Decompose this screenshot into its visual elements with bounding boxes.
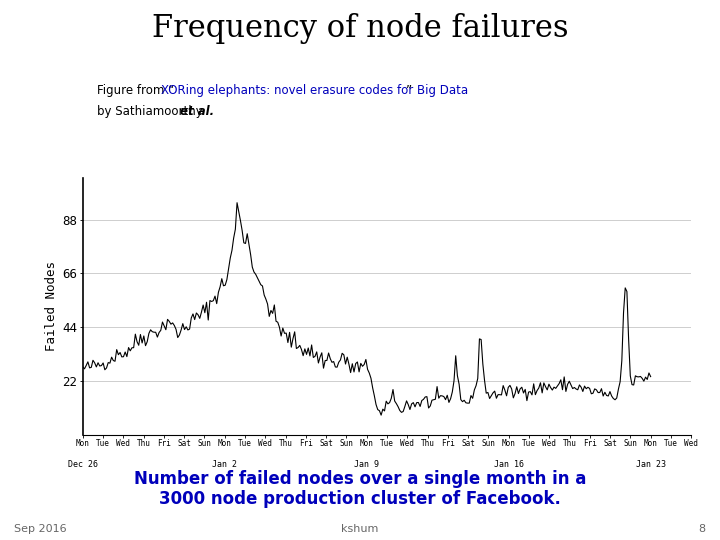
Text: XORing elephants: novel erasure codes for Big Data: XORing elephants: novel erasure codes fo… xyxy=(161,84,468,97)
Text: 8: 8 xyxy=(698,523,706,534)
Text: Jan 2: Jan 2 xyxy=(212,460,238,469)
Text: Jan 9: Jan 9 xyxy=(354,460,379,469)
Text: Number of failed nodes over a single month in a: Number of failed nodes over a single mon… xyxy=(134,470,586,488)
Text: Jan 23: Jan 23 xyxy=(636,460,665,469)
Text: Frequency of node failures: Frequency of node failures xyxy=(152,14,568,44)
Text: Dec 26: Dec 26 xyxy=(68,460,98,469)
Y-axis label: Failed Nodes: Failed Nodes xyxy=(45,261,58,352)
Text: Figure from “: Figure from “ xyxy=(97,84,174,97)
Text: kshum: kshum xyxy=(341,523,379,534)
Text: Sep 2016: Sep 2016 xyxy=(14,523,67,534)
Text: 3000 node production cluster of Facebook.: 3000 node production cluster of Facebook… xyxy=(159,490,561,508)
Text: by Sathiamoorthy: by Sathiamoorthy xyxy=(97,105,207,118)
Text: ”: ” xyxy=(405,84,412,97)
Text: et al.: et al. xyxy=(181,105,215,118)
Text: Jan 16: Jan 16 xyxy=(494,460,523,469)
